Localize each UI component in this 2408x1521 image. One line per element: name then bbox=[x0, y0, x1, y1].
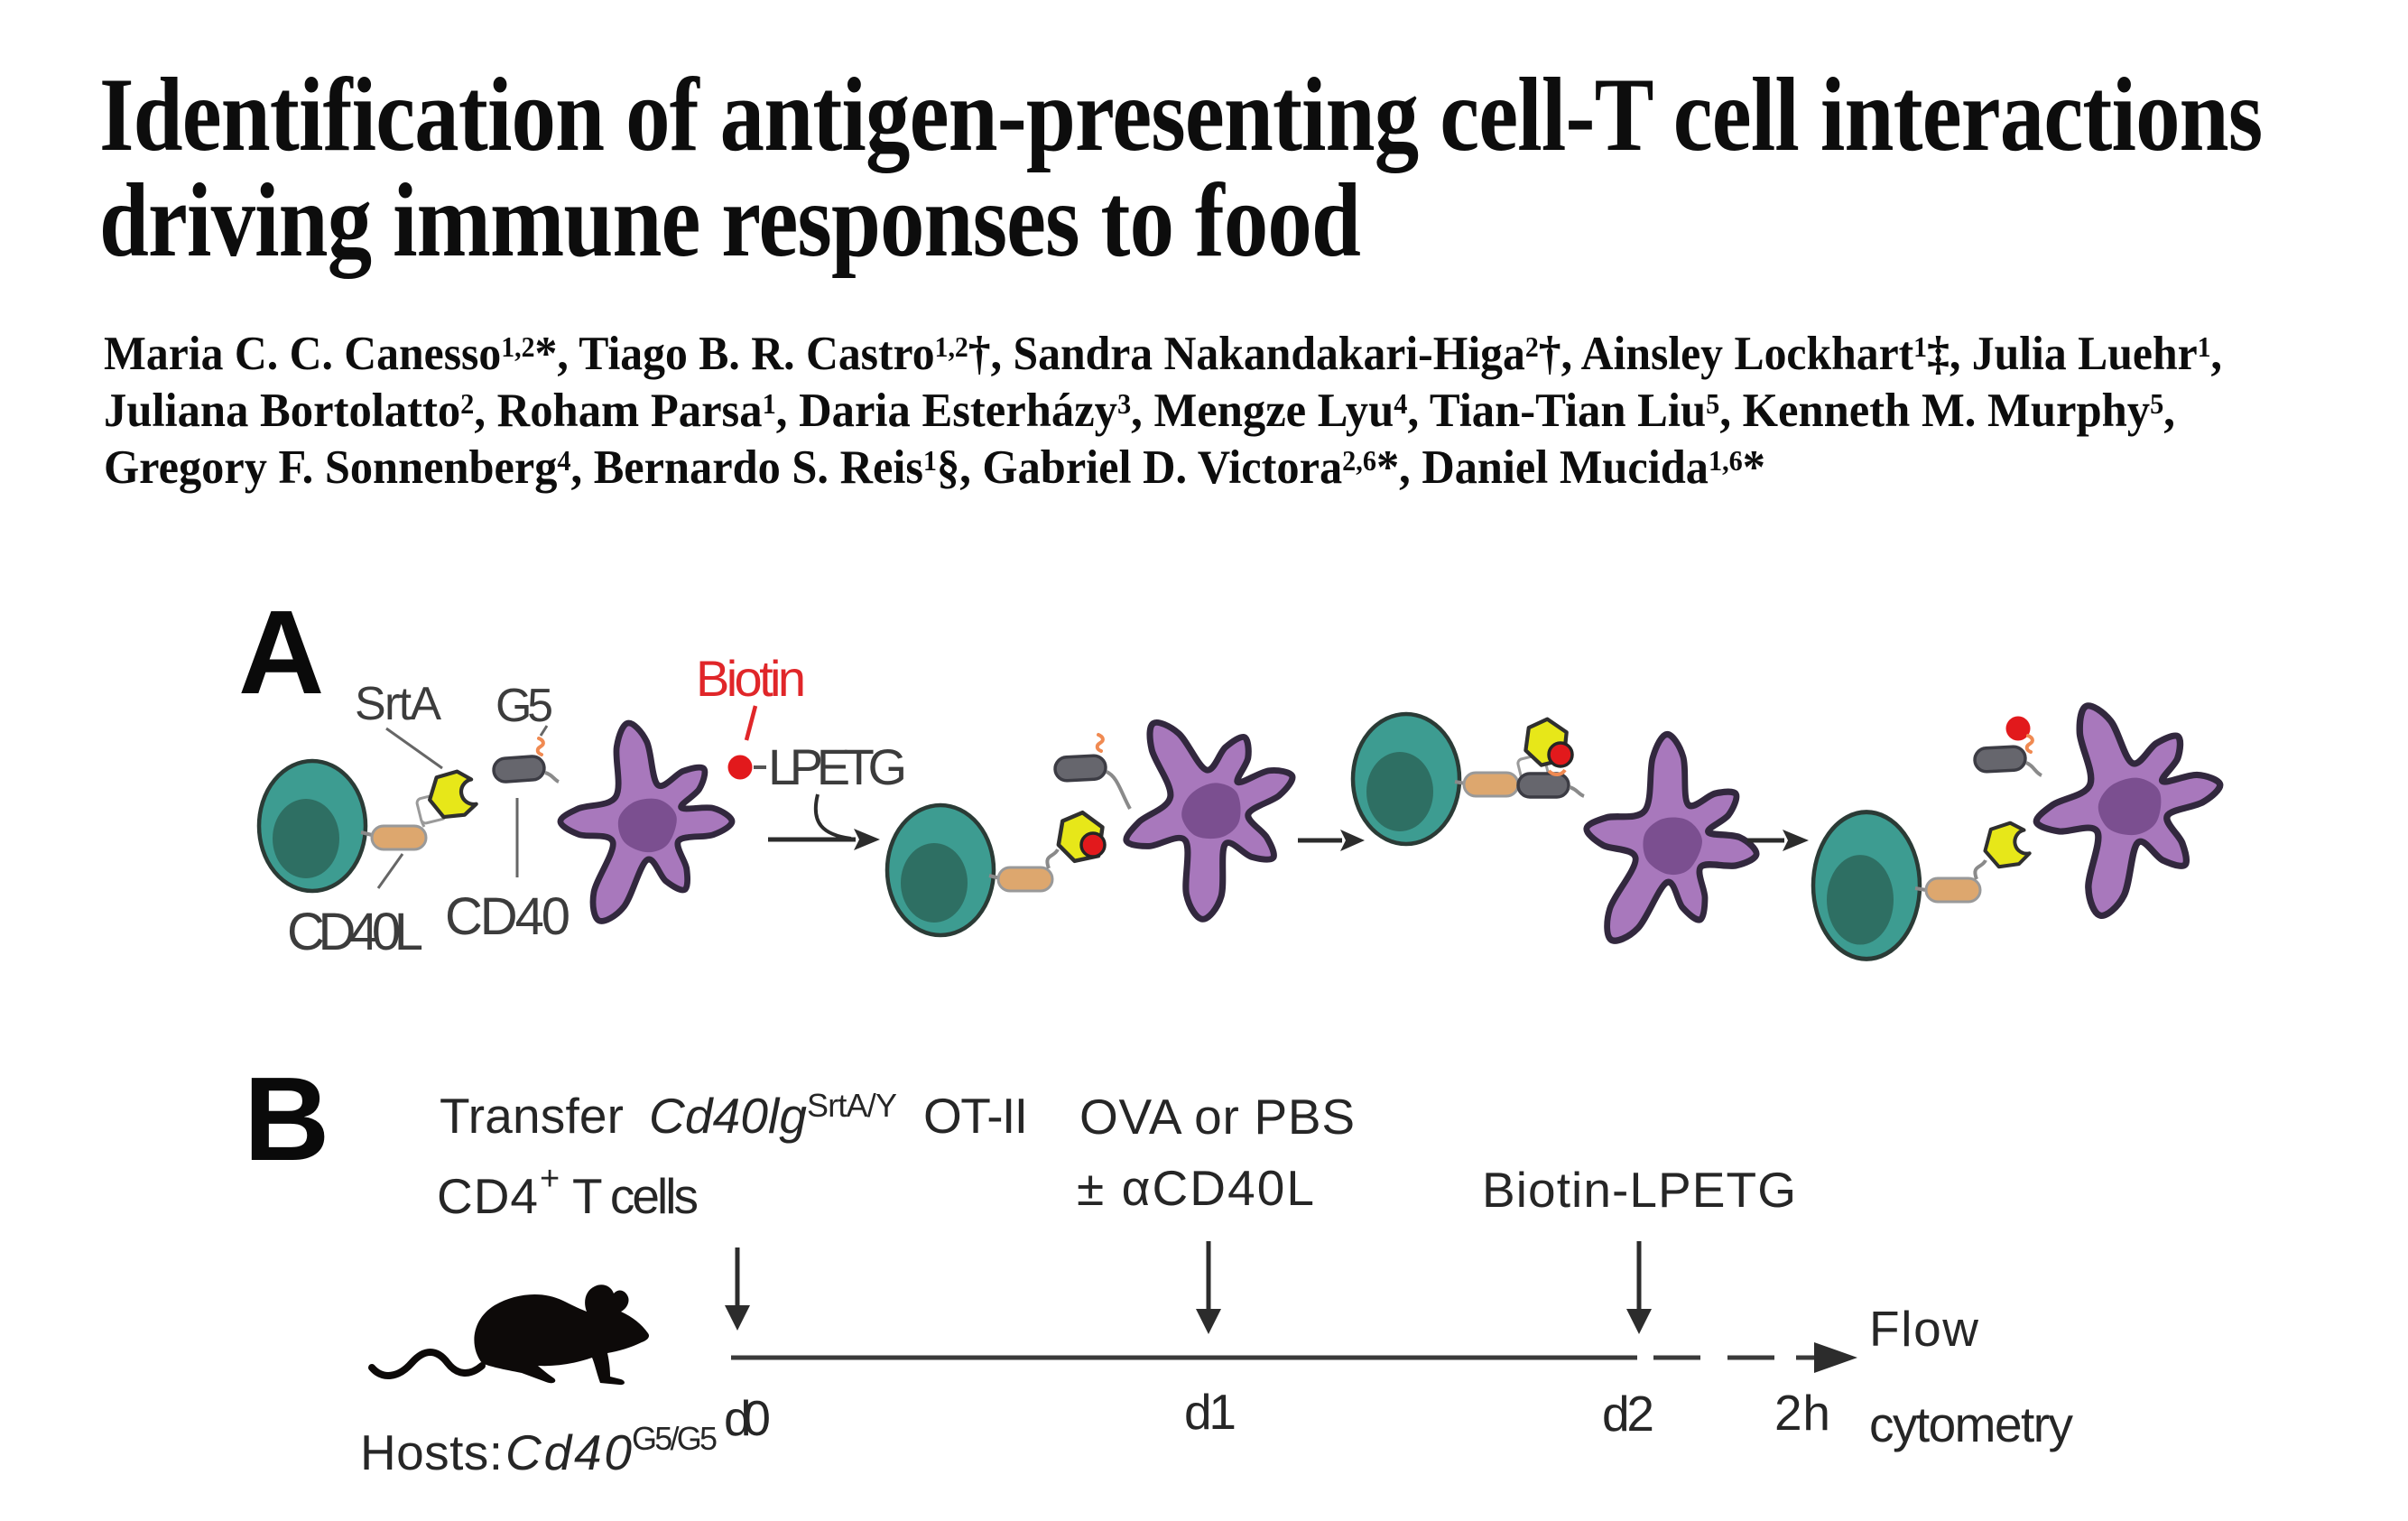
svg-text:OT-II: OT-II bbox=[923, 1088, 1028, 1144]
svg-text:B: B bbox=[244, 1053, 329, 1185]
svg-text:d2: d2 bbox=[1602, 1386, 1654, 1442]
svg-text:Biotin: Biotin bbox=[696, 650, 806, 707]
svg-text:SrtA/Y: SrtA/Y bbox=[807, 1087, 897, 1124]
svg-text:CD4: CD4 bbox=[437, 1168, 538, 1224]
svg-text:cytometry: cytometry bbox=[1869, 1396, 2074, 1452]
svg-text:SrtA: SrtA bbox=[355, 678, 441, 730]
svg-text:G5: G5 bbox=[495, 680, 553, 732]
svg-text:± αCD40L: ± αCD40L bbox=[1077, 1160, 1314, 1216]
svg-text:Flow: Flow bbox=[1869, 1301, 1978, 1357]
svg-text:Biotin-LPETG: Biotin-LPETG bbox=[1482, 1162, 1796, 1218]
svg-text:Cd40: Cd40 bbox=[505, 1424, 632, 1480]
svg-text:d0: d0 bbox=[724, 1390, 771, 1446]
svg-text:G5/G5: G5/G5 bbox=[632, 1420, 718, 1457]
svg-text:Transfer: Transfer bbox=[440, 1088, 624, 1144]
svg-text:CD40: CD40 bbox=[445, 887, 570, 946]
svg-text:CD40L: CD40L bbox=[287, 903, 423, 961]
svg-text:Hosts:: Hosts: bbox=[360, 1424, 503, 1480]
svg-text:A: A bbox=[238, 586, 324, 719]
svg-text:Cd40lg: Cd40lg bbox=[649, 1088, 807, 1144]
svg-text:d1: d1 bbox=[1184, 1384, 1236, 1440]
svg-text:2h: 2h bbox=[1774, 1385, 1830, 1441]
svg-text:T cells: T cells bbox=[572, 1168, 699, 1224]
svg-text:LPETG: LPETG bbox=[768, 738, 907, 795]
svg-text:+: + bbox=[540, 1160, 560, 1198]
svg-text:OVA or PBS: OVA or PBS bbox=[1079, 1089, 1355, 1145]
